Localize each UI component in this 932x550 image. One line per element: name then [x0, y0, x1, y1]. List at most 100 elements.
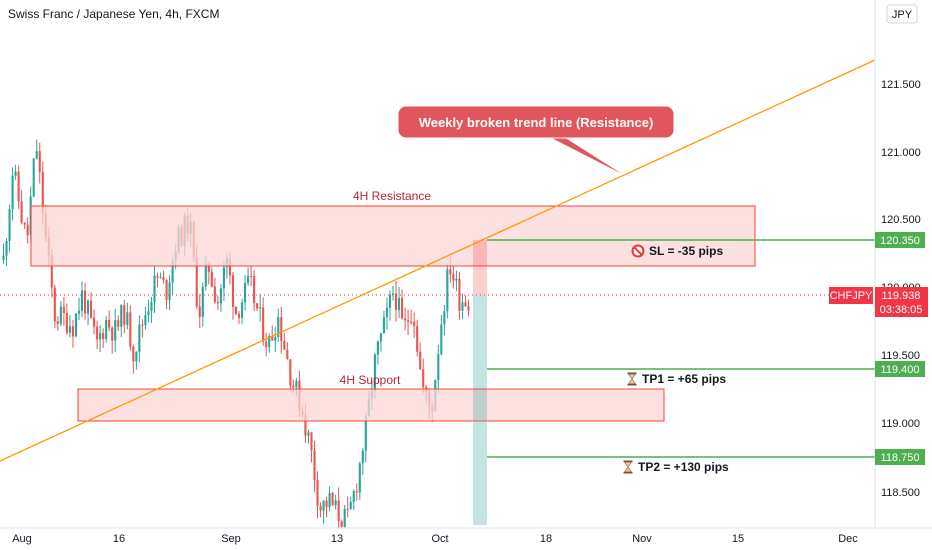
- time-tick: Oct: [431, 533, 448, 545]
- candle: [138, 324, 141, 352]
- candle: [123, 305, 126, 325]
- candle: [132, 346, 135, 362]
- candle: [352, 491, 355, 502]
- no-entry-icon: [631, 244, 645, 258]
- candle: [304, 415, 307, 436]
- candle: [156, 275, 159, 278]
- candle: [129, 312, 132, 347]
- candle: [256, 303, 259, 309]
- candle: [144, 315, 147, 326]
- support-zone[interactable]: [77, 388, 665, 422]
- candle: [467, 306, 470, 311]
- candle: [376, 341, 379, 355]
- time-axis[interactable]: [0, 528, 932, 550]
- time-tick: 18: [540, 533, 552, 545]
- candle: [207, 264, 210, 272]
- candle: [250, 275, 253, 277]
- candle: [247, 275, 250, 284]
- symbol-tag: [829, 287, 873, 304]
- candle: [407, 320, 410, 322]
- price-tick: 121.000: [881, 147, 921, 159]
- callout-box[interactable]: [397, 105, 675, 139]
- candle: [168, 282, 171, 300]
- candle: [80, 290, 84, 311]
- candle: [244, 283, 247, 303]
- candle: [325, 500, 328, 507]
- candle: [17, 171, 20, 202]
- candle: [204, 264, 207, 287]
- candle: [313, 450, 316, 480]
- candle: [74, 313, 78, 337]
- candle: [259, 307, 262, 309]
- candle: [96, 326, 99, 340]
- price-tick: 119.000: [881, 418, 920, 430]
- candle: [388, 294, 392, 308]
- currency-badge[interactable]: [886, 4, 918, 24]
- price-tick: 119.500: [881, 350, 920, 362]
- candle: [147, 311, 150, 316]
- price-tick: 120.500: [881, 214, 921, 226]
- candle: [102, 333, 105, 340]
- candle: [141, 324, 144, 326]
- candle: [310, 432, 313, 451]
- support-zone-label: 4H Support: [340, 373, 401, 387]
- candle: [240, 302, 244, 318]
- candle: [23, 222, 26, 225]
- candle: [41, 171, 44, 214]
- time-tick: 15: [732, 533, 744, 545]
- candle: [105, 319, 108, 340]
- candle: [379, 333, 382, 342]
- candle: [440, 324, 443, 355]
- candle: [358, 463, 361, 493]
- candle: [452, 274, 455, 281]
- candle: [343, 508, 346, 527]
- candle: [231, 275, 235, 307]
- currency-badge-text: JPY: [892, 9, 913, 21]
- candle: [349, 501, 352, 509]
- candle: [71, 326, 75, 337]
- candle: [307, 432, 310, 436]
- candle: [416, 326, 419, 352]
- candle: [201, 286, 204, 317]
- tp1-label-group: TP1 = +65 pips: [627, 372, 726, 386]
- candle: [289, 359, 292, 386]
- target-box: [473, 295, 487, 525]
- time-tick: 16: [113, 533, 125, 545]
- last-price-tag: [875, 287, 928, 317]
- candle: [337, 500, 340, 522]
- candle: [437, 354, 440, 381]
- candle: [117, 320, 120, 327]
- weekly-trend-line[interactable]: [0, 59, 876, 462]
- candle: [265, 341, 268, 348]
- candle: [410, 321, 413, 323]
- candle: [253, 276, 256, 304]
- price-tick: 121.500: [881, 79, 921, 91]
- candle: [295, 380, 298, 388]
- candle: [364, 416, 367, 451]
- stop-loss-box: [473, 240, 487, 295]
- candle: [77, 310, 81, 314]
- time-tick: Dec: [838, 533, 858, 545]
- candle: [455, 278, 458, 281]
- callout-pointer: [540, 132, 622, 174]
- resistance-zone[interactable]: [30, 205, 756, 267]
- candle: [316, 479, 319, 506]
- candle: [20, 201, 23, 223]
- candle: [413, 321, 416, 327]
- tp1-label: TP1 = +65 pips: [642, 372, 726, 386]
- candle: [11, 175, 14, 210]
- candle: [171, 261, 174, 283]
- candle: [391, 293, 395, 295]
- candle: [443, 311, 446, 325]
- chart-title: Swiss Franc / Japanese Yen, 4h, FXCM: [8, 7, 219, 21]
- sl-price-tag-text: 120.350: [880, 235, 920, 247]
- candle: [198, 306, 201, 317]
- candle: [397, 297, 401, 310]
- candle: [322, 500, 325, 511]
- candle: [277, 317, 280, 338]
- candle: [382, 317, 386, 334]
- candle: [373, 354, 376, 392]
- candle: [35, 151, 38, 159]
- price-tick: 118.500: [881, 487, 920, 499]
